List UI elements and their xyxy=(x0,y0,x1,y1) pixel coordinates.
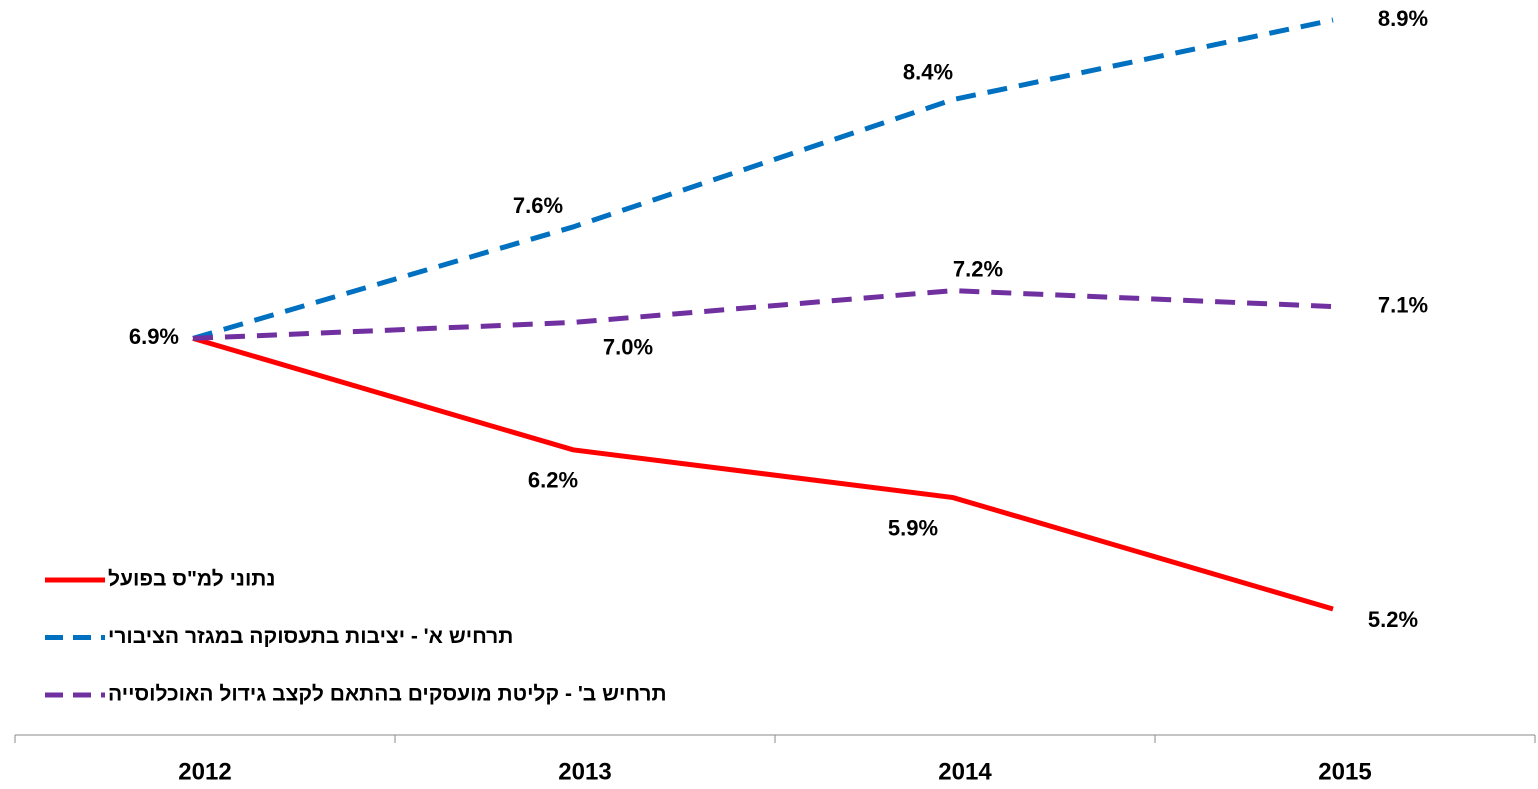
series-line xyxy=(192,17,1334,341)
data-label: 8.9% xyxy=(1378,6,1428,31)
data-label: 7.0% xyxy=(603,334,653,359)
data-label: 6.9% xyxy=(129,324,179,349)
data-label: 6.2% xyxy=(528,468,578,493)
x-tick-label: 2015 xyxy=(1318,758,1371,785)
series-line xyxy=(192,335,1334,612)
data-label: 8.4% xyxy=(903,59,953,84)
data-label: 5.2% xyxy=(1368,607,1418,632)
legend-label: תרחיש א' - יציבות בתעסוקה במגזר הציבורי xyxy=(108,625,513,648)
data-label: 5.9% xyxy=(888,515,938,540)
data-label: 7.6% xyxy=(513,193,563,218)
data-label: 7.2% xyxy=(953,256,1003,281)
x-tick-label: 2012 xyxy=(178,758,231,785)
data-label: 7.1% xyxy=(1378,292,1428,317)
series-line xyxy=(192,288,1334,341)
x-tick-label: 2014 xyxy=(938,758,992,785)
legend-label: נתוני למ"ס בפועל xyxy=(108,568,275,591)
x-tick-label: 2013 xyxy=(558,758,611,785)
legend-label: תרחיש ב' - קליטת מועסקים בהתאם לקצב גידו… xyxy=(108,683,667,706)
